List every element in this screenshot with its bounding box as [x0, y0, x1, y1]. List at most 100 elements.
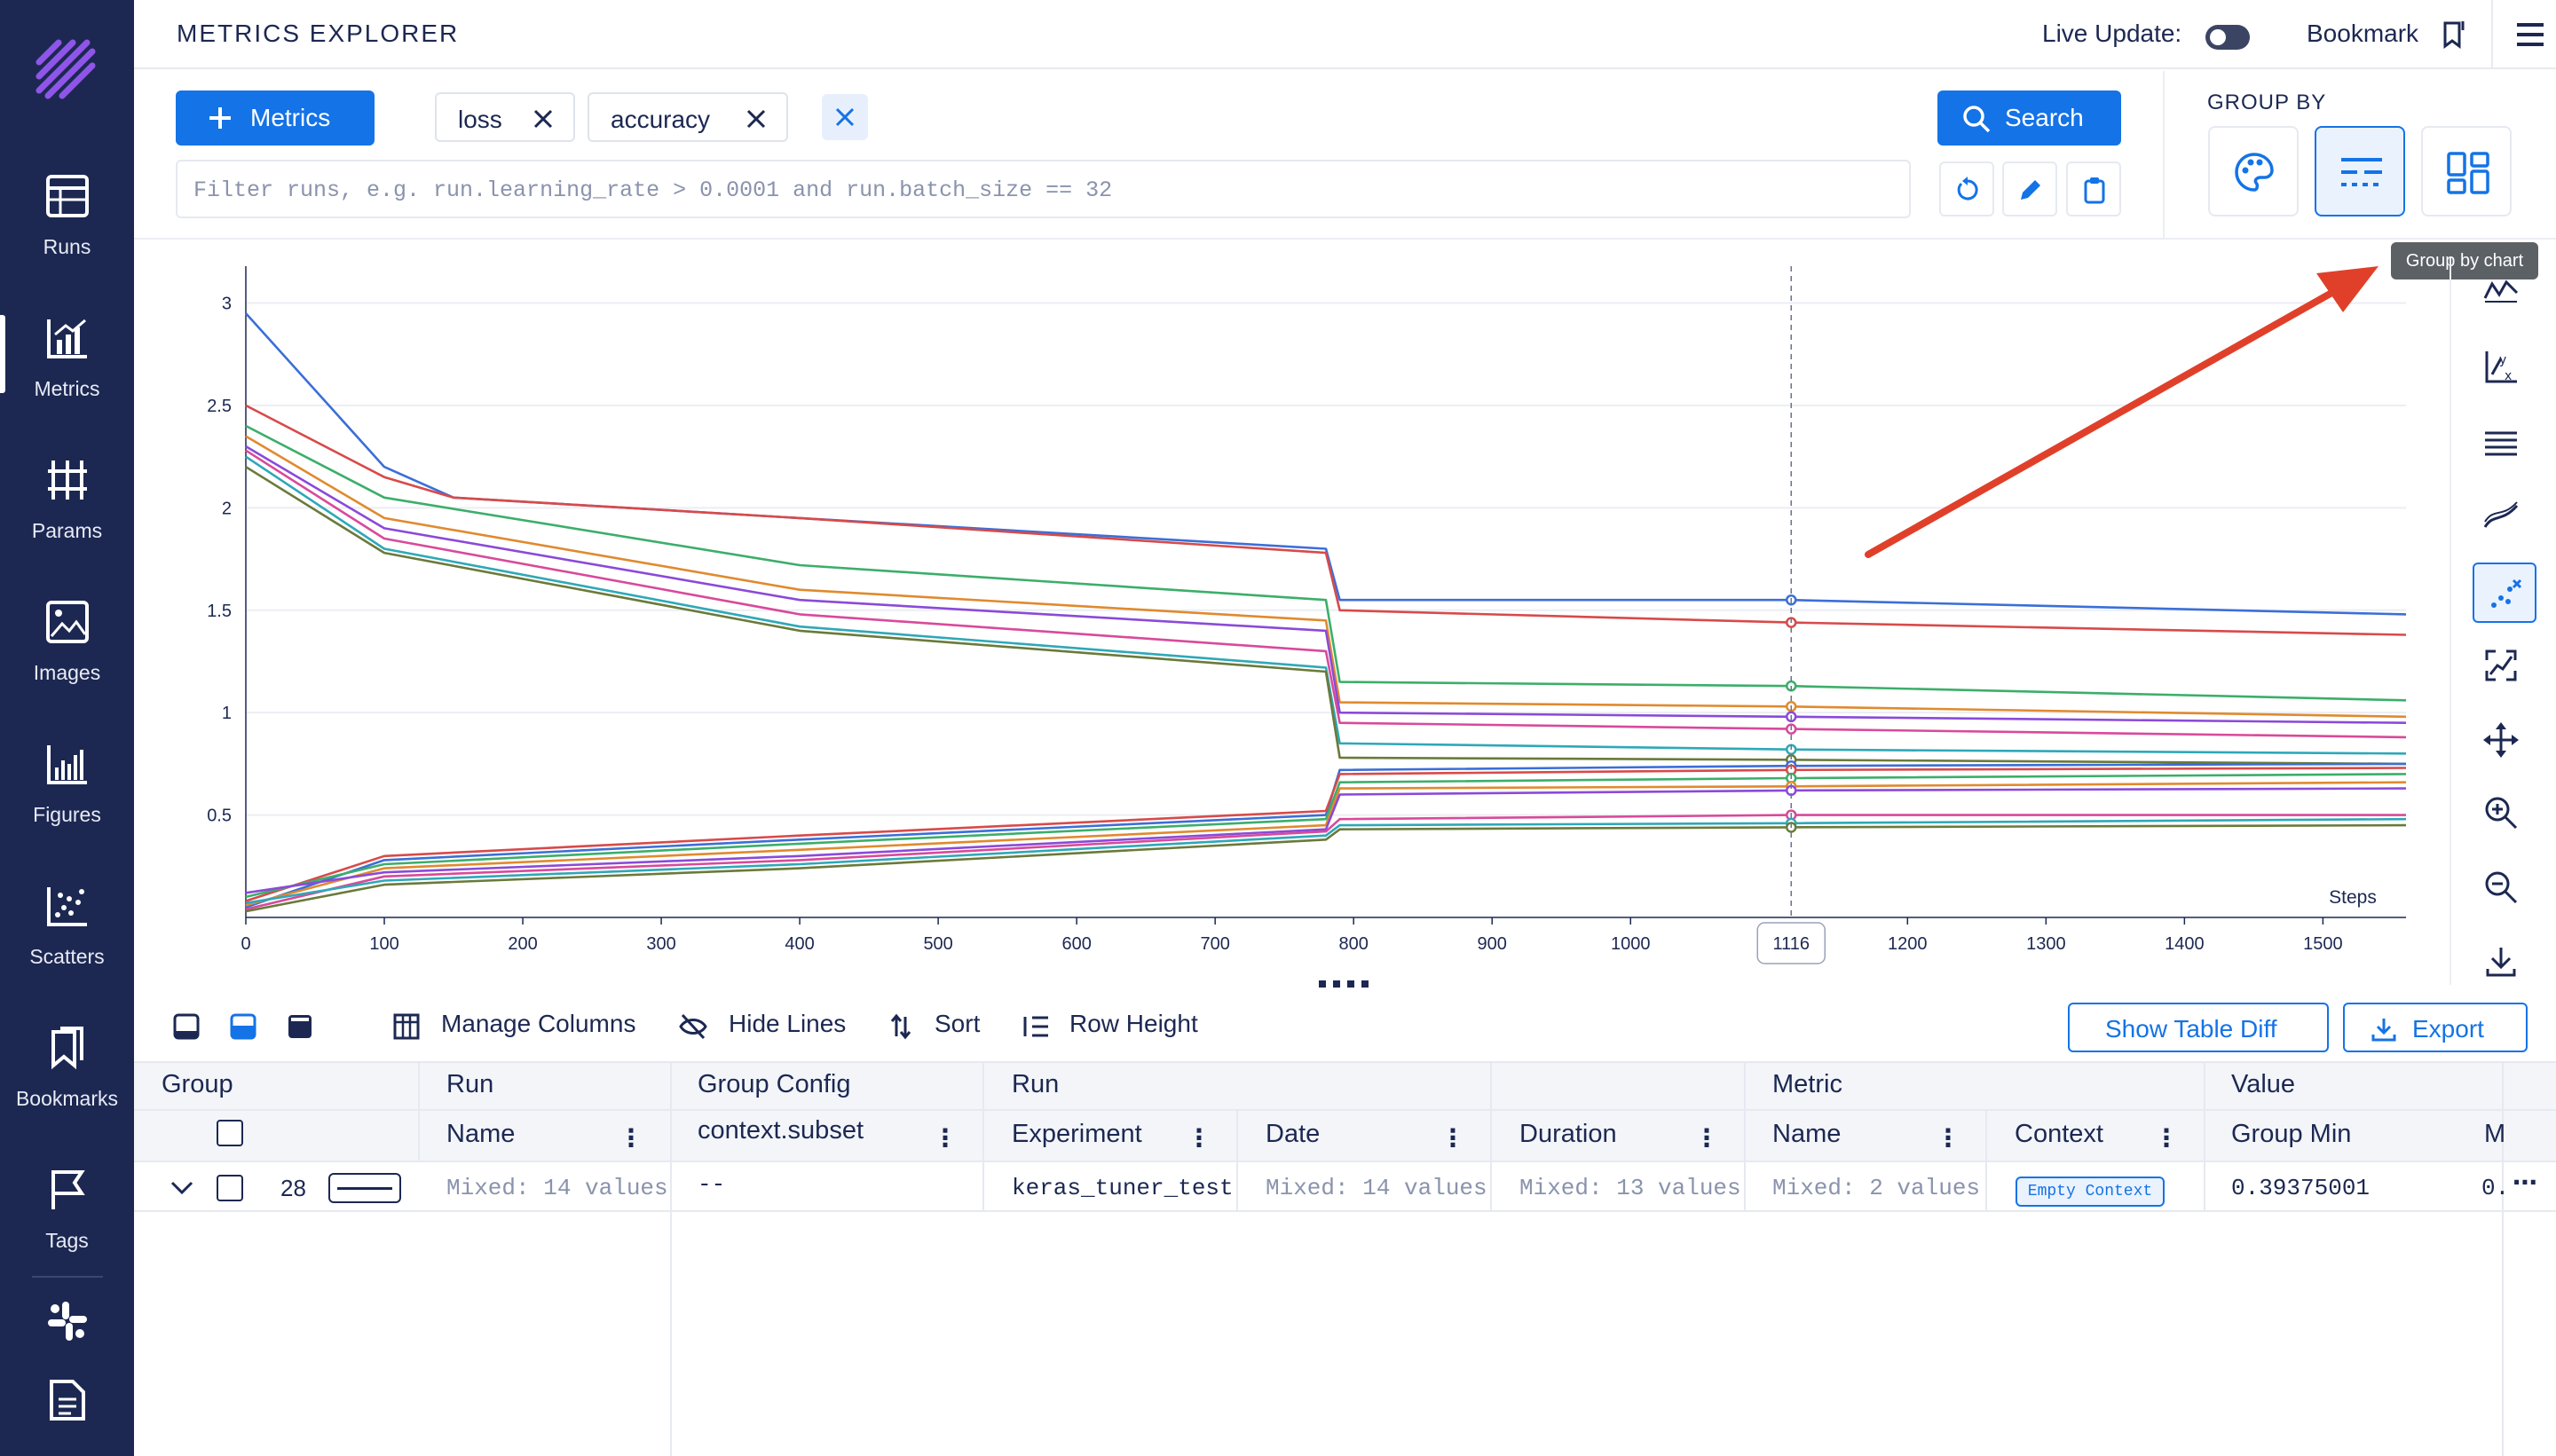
- sort-button[interactable]: Sort: [935, 1010, 981, 1037]
- chip-label: loss: [458, 106, 502, 133]
- manage-columns-icon: [393, 1013, 420, 1040]
- x-tick-label: 1000: [1611, 934, 1651, 954]
- runs-table: Group Run Group Config Run Metric Value …: [134, 1061, 2556, 1456]
- metric-chip-loss[interactable]: loss: [435, 92, 575, 142]
- sidebar-divider: [32, 1276, 103, 1278]
- highlight-icon[interactable]: [2483, 429, 2519, 456]
- column-metric-name[interactable]: Name: [1772, 1120, 1842, 1148]
- x-tick-label: 1300: [2026, 934, 2066, 954]
- logo-icon[interactable]: [32, 35, 103, 106]
- header-group-config: Group Config: [698, 1070, 851, 1098]
- cell-truncated: 0.: [2481, 1175, 2510, 1201]
- bookmark-add-icon[interactable]: [2442, 20, 2466, 50]
- clear-metrics-button[interactable]: [822, 94, 868, 140]
- sidebar-item-label: Metrics: [34, 377, 100, 400]
- column-divider: [1744, 1061, 1746, 1212]
- scatter-icon: [46, 887, 87, 926]
- table-toolbar: Manage Columns Hide Lines Sort Row Heigh…: [134, 992, 2556, 1061]
- manage-columns-button[interactable]: Manage Columns: [441, 1010, 636, 1037]
- show-table-diff-button[interactable]: Show Table Diff: [2068, 1003, 2329, 1052]
- column-menu-icon[interactable]: ⋮: [619, 1124, 643, 1152]
- sidebar-item-figures[interactable]: Figures: [0, 741, 134, 865]
- hide-lines-button[interactable]: Hide Lines: [729, 1010, 847, 1037]
- row-more-icon[interactable]: ⋯: [2513, 1169, 2537, 1196]
- points-toggle-button[interactable]: [2473, 563, 2536, 623]
- plus-icon: [209, 107, 231, 129]
- column-menu-icon[interactable]: ⋮: [1936, 1124, 1960, 1152]
- column-date[interactable]: Date: [1266, 1120, 1321, 1148]
- select-all-checkbox[interactable]: [217, 1120, 243, 1146]
- series-line: [245, 781, 2407, 907]
- column-menu-icon[interactable]: ⋮: [933, 1124, 958, 1152]
- search-button[interactable]: Search: [1937, 91, 2121, 146]
- cell-experiment[interactable]: keras_tuner_test: [1012, 1175, 1234, 1201]
- header-bar: METRICS EXPLORER Live Update: Bookmark: [134, 0, 2556, 69]
- close-icon[interactable]: [746, 108, 767, 130]
- slack-icon[interactable]: [46, 1300, 89, 1342]
- smoothing-icon[interactable]: [2483, 500, 2519, 531]
- sidebar-item-params[interactable]: Params: [0, 457, 134, 581]
- x-tick-label: 1500: [2303, 934, 2343, 954]
- column-context[interactable]: Context: [2015, 1120, 2103, 1148]
- sidebar-item-scatters[interactable]: Scatters: [0, 883, 134, 1007]
- zoom-in-icon[interactable]: [2483, 795, 2519, 830]
- edit-query-button[interactable]: [2002, 161, 2057, 216]
- docs-icon[interactable]: [48, 1378, 87, 1422]
- x-tick-label: 800: [1339, 934, 1369, 954]
- add-metrics-button[interactable]: Metrics: [176, 91, 375, 146]
- close-icon: [835, 107, 855, 127]
- column-menu-icon[interactable]: ⋮: [1440, 1124, 1465, 1152]
- group-by-chart-button[interactable]: [2421, 126, 2512, 216]
- x-tick-label: 500: [923, 934, 952, 954]
- row-height-button[interactable]: Row Height: [1069, 1010, 1198, 1037]
- column-menu-icon[interactable]: ⋮: [1694, 1124, 1719, 1152]
- chart-icon: [46, 319, 87, 358]
- sidebar-item-label: Runs: [43, 235, 91, 258]
- table-row[interactable]: [134, 1162, 2556, 1212]
- download-icon[interactable]: [2485, 946, 2517, 978]
- row-checkbox[interactable]: [217, 1175, 243, 1201]
- live-update-toggle[interactable]: [2205, 25, 2250, 50]
- metrics-line-chart[interactable]: 0.5 1 1.5 2 2.5 3 0 100 200 300 400 500 600 700 800 900…: [134, 240, 2442, 976]
- add-metrics-label: Metrics: [250, 104, 331, 131]
- sidebar-item-bookmarks[interactable]: Bookmarks: [0, 1025, 134, 1149]
- table-collapsed-icon[interactable]: [173, 1013, 200, 1040]
- group-by-color-button[interactable]: [2208, 126, 2299, 216]
- filter-input[interactable]: Filter runs, e.g. run.learning_rate > 0.…: [176, 160, 1911, 218]
- metric-chip-accuracy[interactable]: accuracy: [588, 92, 788, 142]
- resize-handle[interactable]: [1319, 980, 1370, 988]
- column-group-min[interactable]: Group Min: [2231, 1120, 2352, 1148]
- copy-query-button[interactable]: [2066, 161, 2121, 216]
- reset-query-button[interactable]: [1939, 161, 1994, 216]
- sidebar-item-runs[interactable]: Runs: [0, 173, 134, 297]
- table-full-icon[interactable]: [287, 1013, 313, 1040]
- move-icon[interactable]: [2483, 722, 2519, 758]
- bookmark-button[interactable]: Bookmark: [2307, 20, 2419, 47]
- chevron-down-icon[interactable]: [170, 1180, 194, 1196]
- axes-scale-icon[interactable]: xy: [2483, 350, 2519, 385]
- y-tick-label: 2.5: [207, 397, 232, 416]
- ignore-outliers-icon[interactable]: [2483, 277, 2519, 305]
- column-experiment[interactable]: Experiment: [1012, 1120, 1142, 1148]
- sidebar-item-metrics[interactable]: Metrics: [0, 315, 134, 439]
- column-menu-icon[interactable]: ⋮: [1187, 1124, 1211, 1152]
- column-run-name[interactable]: Name: [446, 1120, 516, 1148]
- focus-step-badge: [1756, 922, 1826, 964]
- column-context-subset[interactable]: context.subset: [698, 1116, 864, 1145]
- menu-icon[interactable]: [2515, 21, 2545, 48]
- table-half-icon[interactable]: [230, 1013, 256, 1040]
- close-icon[interactable]: [532, 108, 554, 130]
- line-style-preview: [328, 1173, 401, 1203]
- column-divider: [2502, 1061, 2504, 1456]
- sidebar-item-label: Images: [33, 661, 101, 684]
- export-button[interactable]: Export: [2343, 1003, 2528, 1052]
- group-count: 28: [280, 1175, 306, 1201]
- column-menu-icon[interactable]: ⋮: [2154, 1124, 2179, 1152]
- aggregate-icon[interactable]: [2483, 648, 2519, 683]
- column-duration[interactable]: Duration: [1519, 1120, 1617, 1148]
- sidebar-item-tags[interactable]: Tags: [0, 1167, 134, 1291]
- zoom-out-icon[interactable]: [2483, 870, 2519, 905]
- group-by-stroke-button[interactable]: [2315, 126, 2405, 216]
- sidebar-item-images[interactable]: Images: [0, 599, 134, 723]
